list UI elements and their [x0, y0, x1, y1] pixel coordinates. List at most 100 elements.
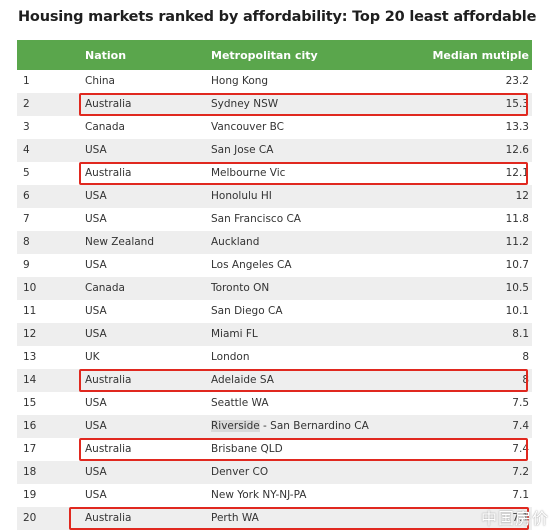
table-row: 17 Australia Brisbane QLD 7.4 — [17, 438, 532, 461]
row-median-multiple: 10.5 — [505, 282, 529, 294]
table-row: 12 USA Miami FL 8.1 — [17, 323, 532, 346]
row-median-multiple: 11.8 — [505, 213, 529, 225]
row-nation: Australia — [85, 167, 132, 179]
row-median-multiple: 8.1 — [512, 328, 529, 340]
header-median-multiple: Median mutiple — [432, 49, 529, 62]
header-nation: Nation — [85, 49, 127, 62]
row-median-multiple: 8 — [522, 351, 529, 363]
row-nation: USA — [85, 420, 107, 432]
row-city-highlighted-word: Riverside — [211, 420, 260, 432]
row-city: Vancouver BC — [211, 121, 284, 133]
row-rank: 1 — [23, 75, 30, 87]
row-median-multiple: 7.1 — [512, 489, 529, 501]
table-row: 19 USA New York NY-NJ-PA 7.1 — [17, 484, 532, 507]
row-city: Toronto ON — [211, 282, 270, 294]
row-city: Honolulu HI — [211, 190, 272, 202]
row-nation: USA — [85, 489, 107, 501]
row-rank: 10 — [23, 282, 37, 294]
row-nation: Canada — [85, 121, 125, 133]
row-rank: 14 — [23, 374, 37, 386]
header-city: Metropolitan city — [211, 49, 318, 62]
row-median-multiple: 12.1 — [505, 167, 529, 179]
row-nation: Canada — [85, 282, 125, 294]
row-median-multiple: 12.6 — [505, 144, 529, 156]
table-row: 7 USA San Francisco CA 11.8 — [17, 208, 532, 231]
row-median-multiple: 7.1 — [512, 512, 529, 524]
row-median-multiple: 13.3 — [505, 121, 529, 133]
row-median-multiple: 7.5 — [512, 397, 529, 409]
row-rank: 13 — [23, 351, 37, 363]
row-city: Sydney NSW — [211, 98, 279, 110]
row-median-multiple: 7.2 — [512, 466, 529, 478]
table-row: 14 Australia Adelaide SA 8 — [17, 369, 532, 392]
row-city: Denver CO — [211, 466, 269, 478]
table-header: Nation Metropolitan city Median mutiple — [17, 40, 532, 70]
row-city: Miami FL — [211, 328, 258, 340]
row-city: Auckland — [211, 236, 260, 248]
row-rank: 2 — [23, 98, 30, 110]
row-nation: USA — [85, 144, 107, 156]
row-nation: UK — [85, 351, 100, 363]
row-rank: 19 — [23, 489, 37, 501]
row-rank: 16 — [23, 420, 37, 432]
table-row: 18 USA Denver CO 7.2 — [17, 461, 532, 484]
row-nation: USA — [85, 259, 107, 271]
row-city: Brisbane QLD — [211, 443, 283, 455]
row-nation: China — [85, 75, 115, 87]
row-nation: Australia — [85, 512, 132, 524]
row-rank: 6 — [23, 190, 30, 202]
row-median-multiple: 15.3 — [505, 98, 529, 110]
row-median-multiple: 10.1 — [505, 305, 529, 317]
row-median-multiple: 23.2 — [505, 75, 529, 87]
row-rank: 4 — [23, 144, 30, 156]
table-row: 11 USA San Diego CA 10.1 — [17, 300, 532, 323]
row-rank: 20 — [23, 512, 37, 524]
row-rank: 15 — [23, 397, 37, 409]
row-city: New York NY-NJ-PA — [211, 489, 307, 501]
row-city: Hong Kong — [211, 75, 269, 87]
table-row: 20 Australia Perth WA 7.1 — [17, 507, 532, 530]
row-nation: Australia — [85, 374, 132, 386]
row-nation: USA — [85, 305, 107, 317]
row-city: Melbourne Vic — [211, 167, 286, 179]
row-median-multiple: 7.4 — [512, 443, 529, 455]
table-row: 2 Australia Sydney NSW 15.3 — [17, 93, 532, 116]
table-row: 3 Canada Vancouver BC 13.3 — [17, 116, 532, 139]
row-nation: USA — [85, 397, 107, 409]
table-row: 4 USA San Jose CA 12.6 — [17, 139, 532, 162]
row-rank: 8 — [23, 236, 30, 248]
table-row: 13 UK London 8 — [17, 346, 532, 369]
table-row: 1 China Hong Kong 23.2 — [17, 70, 532, 93]
row-nation: New Zealand — [85, 236, 154, 248]
row-city: Perth WA — [211, 512, 259, 524]
row-city-rest: - San Bernardino CA — [259, 420, 369, 432]
row-city: Riverside - San Bernardino CA — [211, 420, 369, 432]
row-rank: 7 — [23, 213, 30, 225]
row-city: Los Angeles CA — [211, 259, 292, 271]
row-city: San Jose CA — [211, 144, 274, 156]
row-nation: USA — [85, 190, 107, 202]
table-row: 10 Canada Toronto ON 10.5 — [17, 277, 532, 300]
row-city: Seattle WA — [211, 397, 269, 409]
row-nation: Australia — [85, 443, 132, 455]
row-rank: 9 — [23, 259, 30, 271]
row-nation: USA — [85, 328, 107, 340]
table-row: 9 USA Los Angeles CA 10.7 — [17, 254, 532, 277]
table-row: 15 USA Seattle WA 7.5 — [17, 392, 532, 415]
row-nation: USA — [85, 466, 107, 478]
row-nation: USA — [85, 213, 107, 225]
table-row: 5 Australia Melbourne Vic 12.1 — [17, 162, 532, 185]
row-median-multiple: 12 — [515, 190, 529, 202]
affordability-table: Nation Metropolitan city Median mutiple … — [17, 40, 532, 530]
row-rank: 12 — [23, 328, 37, 340]
table-title: Housing markets ranked by affordability:… — [18, 9, 537, 25]
row-city: London — [211, 351, 250, 363]
table-row: 16 USA Riverside - San Bernardino CA 7.4 — [17, 415, 532, 438]
row-city: San Francisco CA — [211, 213, 301, 225]
row-rank: 17 — [23, 443, 37, 455]
row-city: Adelaide SA — [211, 374, 274, 386]
row-nation: Australia — [85, 98, 132, 110]
row-city: San Diego CA — [211, 305, 283, 317]
row-rank: 3 — [23, 121, 30, 133]
table-row: 8 New Zealand Auckland 11.2 — [17, 231, 532, 254]
